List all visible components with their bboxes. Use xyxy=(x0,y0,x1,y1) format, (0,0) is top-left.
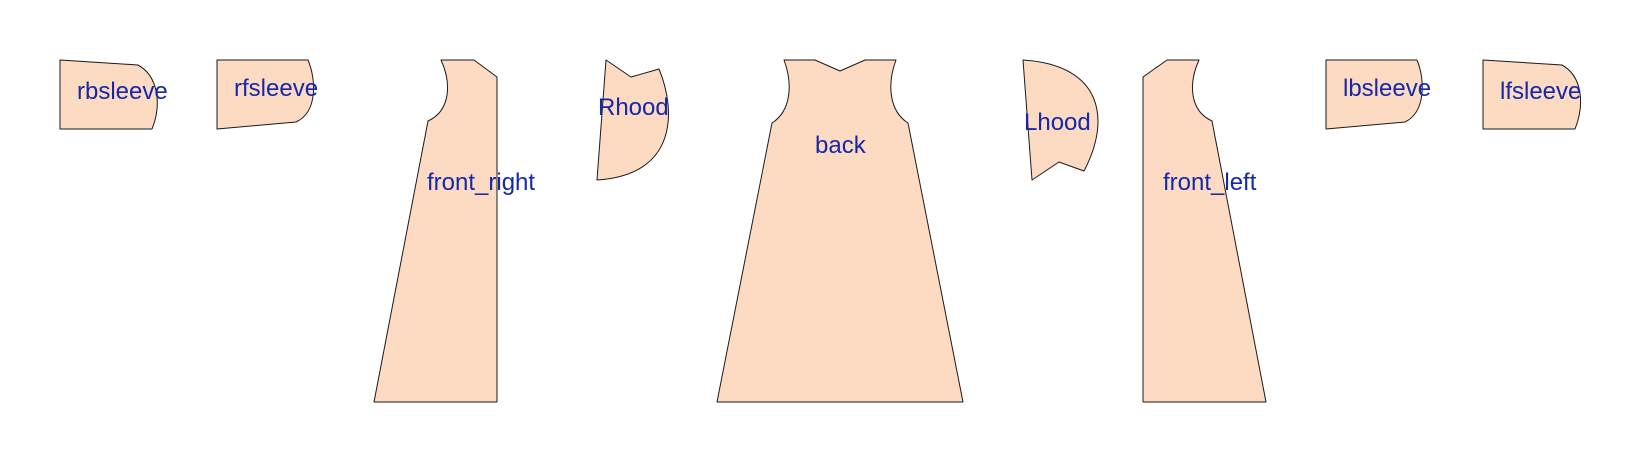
piece-label-front-left: front_left xyxy=(1163,169,1257,196)
piece-shape-front-left xyxy=(1142,59,1267,403)
piece-label-front-right: front_right xyxy=(427,169,535,196)
piece-label-lfsleeve: lfsleeve xyxy=(1500,78,1581,105)
piece-lhood: Lhood xyxy=(1022,59,1099,181)
piece-shape-rbsleeve xyxy=(59,59,158,130)
piece-back: back xyxy=(716,59,964,403)
piece-lfsleeve: lfsleeve xyxy=(1482,59,1582,130)
piece-shape-lhood xyxy=(1022,59,1099,181)
piece-label-rbsleeve: rbsleeve xyxy=(77,78,168,105)
piece-rfsleeve: rfsleeve xyxy=(216,59,318,130)
piece-rbsleeve: rbsleeve xyxy=(59,59,168,130)
piece-shape-rfsleeve xyxy=(216,59,315,130)
piece-front-right: front_right xyxy=(373,59,535,403)
piece-shape-lfsleeve xyxy=(1482,59,1582,130)
piece-shape-lbsleeve xyxy=(1325,59,1423,130)
piece-rhood: Rhood xyxy=(596,59,669,181)
piece-label-rhood: Rhood xyxy=(598,94,669,121)
piece-shape-back xyxy=(716,59,964,403)
piece-label-back: back xyxy=(815,132,867,159)
piece-label-lbsleeve: lbsleeve xyxy=(1343,75,1431,102)
piece-label-lhood: Lhood xyxy=(1024,109,1091,136)
piece-shape-front-right xyxy=(373,59,498,403)
piece-front-left: front_left xyxy=(1142,59,1267,403)
piece-shape-rhood xyxy=(596,59,669,181)
piece-lbsleeve: lbsleeve xyxy=(1325,59,1431,130)
piece-label-rfsleeve: rfsleeve xyxy=(234,75,318,102)
